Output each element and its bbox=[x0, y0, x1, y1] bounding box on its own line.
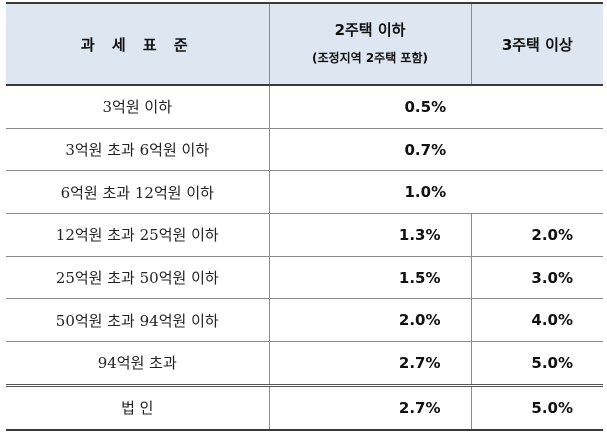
rate-cell-two-or-less: 1.5% bbox=[268, 256, 471, 300]
table-row: 25억원 초과 50억원 이하 1.5% 3.0% bbox=[6, 256, 603, 300]
tax-rate-table: 과 세 표 준 2주택 이하 (조정지역 2주택 포함) 3주택 이상 3억원 … bbox=[6, 2, 603, 431]
table-row: 50억원 초과 94억원 이하 2.0% 4.0% bbox=[6, 298, 603, 343]
corporate-rate-three-plus: 5.0% bbox=[470, 383, 603, 431]
rate-cell-two-or-less: 1.3% bbox=[268, 213, 471, 257]
table-body: 3억원 이하 0.5% 3억원 초과 6억원 이하 0.7% 6억원 초과 12… bbox=[6, 85, 603, 431]
table-row: 3억원 초과 6억원 이하 0.7% bbox=[6, 128, 603, 172]
tax-base-cell: 25억원 초과 50억원 이하 bbox=[6, 256, 269, 300]
rate-cell-three-plus: 2.0% bbox=[470, 213, 603, 257]
header-two-or-less: 2주택 이하 (조정지역 2주택 포함) bbox=[268, 2, 471, 86]
tax-base-cell: 3억원 이하 bbox=[6, 85, 269, 129]
table-row: 6억원 초과 12억원 이하 1.0% bbox=[6, 170, 603, 215]
tax-base-cell: 6억원 초과 12억원 이하 bbox=[6, 170, 269, 215]
tax-base-cell: 50억원 초과 94억원 이하 bbox=[6, 298, 269, 343]
table-row: 3억원 이하 0.5% bbox=[6, 85, 603, 129]
corporate-label: 법 인 bbox=[6, 383, 269, 431]
corporate-rate-two-or-less: 2.7% bbox=[268, 383, 471, 431]
header-three-plus: 3주택 이상 bbox=[470, 2, 603, 86]
tax-base-cell: 3억원 초과 6억원 이하 bbox=[6, 128, 269, 172]
table-header: 과 세 표 준 2주택 이하 (조정지역 2주택 포함) 3주택 이상 bbox=[6, 2, 603, 86]
header-two-or-less-label: 2주택 이하 bbox=[334, 21, 406, 39]
table-row: 12억원 초과 25억원 이하 1.3% 2.0% bbox=[6, 213, 603, 257]
tax-base-cell: 12억원 초과 25억원 이하 bbox=[6, 213, 269, 257]
header-row: 과 세 표 준 2주택 이하 (조정지역 2주택 포함) 3주택 이상 bbox=[6, 2, 603, 86]
tax-base-cell: 94억원 초과 bbox=[6, 341, 269, 386]
rate-cell-three-plus: 4.0% bbox=[470, 298, 603, 343]
header-tax-base-label: 과 세 표 준 bbox=[80, 35, 194, 54]
rate-cell-three-plus: 3.0% bbox=[470, 256, 603, 300]
rate-cell-two-or-less: 2.7% bbox=[268, 341, 471, 386]
rate-cell-merged: 0.5% bbox=[268, 85, 603, 129]
rate-cell-merged: 0.7% bbox=[268, 128, 603, 172]
table-row: 94억원 초과 2.7% 5.0% bbox=[6, 341, 603, 386]
header-tax-base: 과 세 표 준 bbox=[6, 2, 269, 86]
header-three-plus-label: 3주택 이상 bbox=[501, 35, 573, 54]
header-two-or-less-note: (조정지역 2주택 포함) bbox=[312, 51, 428, 65]
corporate-row: 법 인 2.7% 5.0% bbox=[6, 383, 603, 431]
rate-cell-two-or-less: 2.0% bbox=[268, 298, 471, 343]
rate-cell-three-plus: 5.0% bbox=[470, 341, 603, 386]
rate-cell-merged: 1.0% bbox=[268, 170, 603, 215]
